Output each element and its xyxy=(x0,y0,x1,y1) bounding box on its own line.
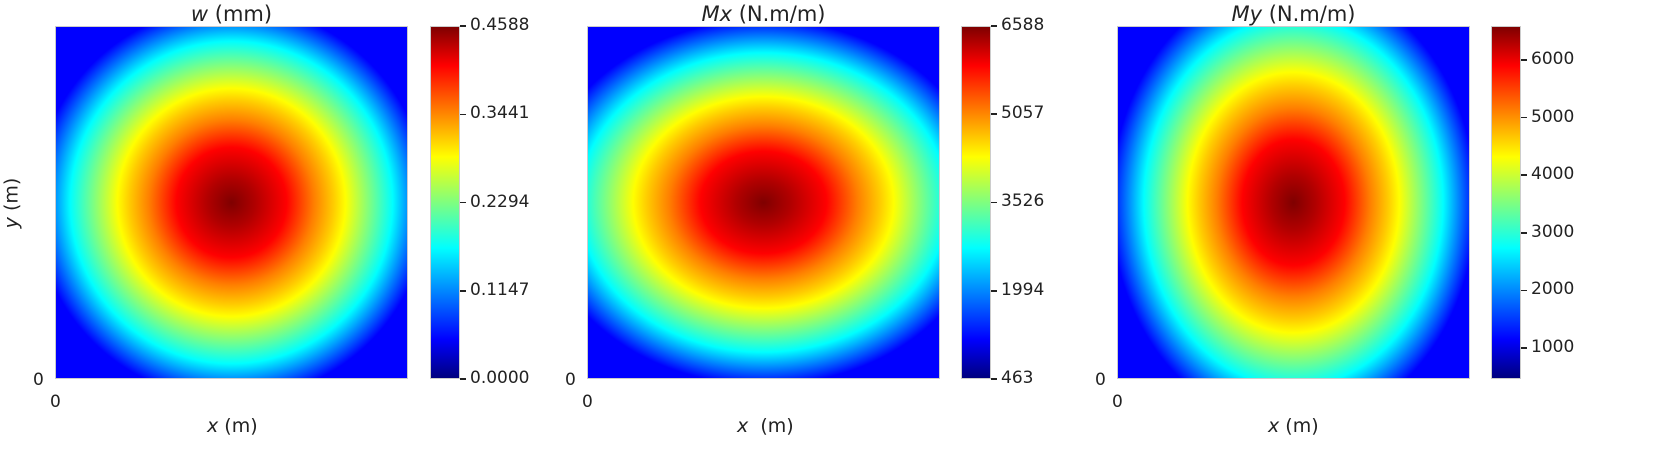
x-tick-zero-mx: 0 xyxy=(582,392,593,412)
colorbar-mx xyxy=(961,26,991,379)
y-axis-label: y (m) xyxy=(0,177,23,229)
x-tick-zero-my: 0 xyxy=(1112,392,1123,412)
colorbar-tick-mark xyxy=(991,290,997,292)
colorbar-tick-mark xyxy=(460,378,466,380)
colorbar-tick-mark xyxy=(460,113,466,115)
heatmap-w xyxy=(55,26,408,379)
heatmap-mx xyxy=(587,26,940,379)
colorbar-tick-label: 1994 xyxy=(1001,279,1045,300)
colorbar-tick-label: 2000 xyxy=(1531,279,1575,300)
heatmap-mx-field xyxy=(588,27,939,378)
colorbar-tick-label: 0.0000 xyxy=(470,368,530,388)
colorbar-tick-mark xyxy=(1521,289,1527,292)
panel-title-mx: Mx (N.m/m) xyxy=(701,2,826,26)
colorbar-tick-label: 0.4588 xyxy=(470,15,530,35)
y-tick-zero-w: 0 xyxy=(33,370,44,390)
colorbar-tick-label: 5000 xyxy=(1531,106,1575,127)
x-axis-label-w: x (m) xyxy=(207,415,258,437)
heatmap-w-field xyxy=(56,27,407,378)
panel-title-w: w (mm) xyxy=(190,2,273,26)
colorbar-my xyxy=(1491,26,1521,379)
colorbar-tick-mark xyxy=(991,25,997,27)
heatmap-my xyxy=(1117,26,1470,379)
y-tick-zero-mx: 0 xyxy=(565,370,576,390)
colorbar-tick-mark xyxy=(991,378,997,380)
y-tick-zero-my: 0 xyxy=(1095,370,1106,390)
colorbar-tick-mark xyxy=(1521,59,1527,61)
colorbar-tick-mark xyxy=(991,113,997,115)
colorbar-tick-mark xyxy=(460,290,466,292)
colorbar-tick-label: 6588 xyxy=(1001,15,1045,35)
colorbar-tick-mark xyxy=(460,201,466,204)
colorbar-w xyxy=(430,26,460,379)
colorbar-tick-label: 6000 xyxy=(1531,48,1575,69)
colorbar-tick-label: 3526 xyxy=(1001,191,1045,212)
x-axis-label-mx: x (m) xyxy=(737,415,794,437)
colorbar-tick-label: 1000 xyxy=(1531,337,1575,358)
x-axis-label-my: x (m) xyxy=(1268,415,1319,437)
colorbar-tick-mark xyxy=(1521,174,1527,176)
colorbar-tick-label: 0.1147 xyxy=(470,279,530,300)
colorbar-tick-label: 463 xyxy=(1001,368,1034,388)
colorbar-tick-label: 4000 xyxy=(1531,164,1575,185)
colorbar-tick-mark xyxy=(1521,232,1527,234)
colorbar-tick-mark xyxy=(1521,347,1527,349)
colorbar-tick-mark xyxy=(460,25,466,27)
panel-title-my: My (N.m/m) xyxy=(1231,2,1356,26)
colorbar-tick-label: 5057 xyxy=(1001,103,1045,124)
colorbar-tick-label: 0.3441 xyxy=(470,103,530,124)
colorbar-tick-mark xyxy=(991,201,997,204)
colorbar-tick-label: 0.2294 xyxy=(470,191,530,212)
x-tick-zero-w: 0 xyxy=(50,392,61,412)
colorbar-tick-mark xyxy=(1521,116,1527,119)
heatmap-my-field xyxy=(1118,27,1469,378)
colorbar-tick-label: 3000 xyxy=(1531,221,1575,242)
